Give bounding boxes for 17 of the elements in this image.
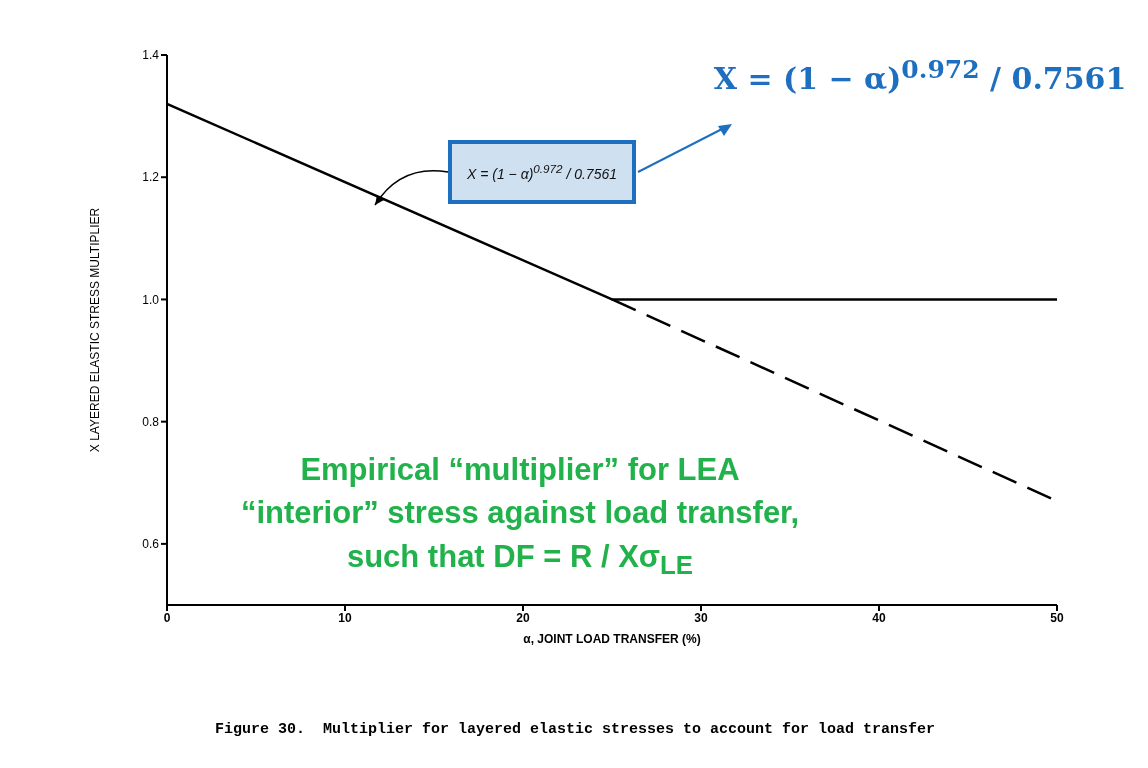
annotation: X = (1 − α)$^{0.972}$ / 0.7561 xyxy=(466,162,617,182)
x-tick-label: 0 xyxy=(163,610,171,625)
y-tick-label: 1.0 xyxy=(142,292,160,307)
x-axis-title: α, JOINT LOAD TRANSFER (%) xyxy=(523,632,701,646)
y-tick-label: 1.2 xyxy=(142,170,160,185)
x-tick-label: 10 xyxy=(338,610,352,625)
y-axis-title: X LAYERED ELASTIC STRESS MULTIPLIER xyxy=(88,207,103,453)
annotation: Empirical “multiplier” for LEA “interior” stress against load transfer, such that DF = R / Xσ$_{LE}$ xyxy=(240,451,800,581)
x-tick-label: 30 xyxy=(694,610,708,625)
annotation: X = (1 − α)$^{0.972}$ / 0.7561 xyxy=(713,55,1127,96)
x-tick-label: 20 xyxy=(516,610,530,625)
x-tick-label: 40 xyxy=(872,610,886,625)
caption: Figure 30. Multiplier for layered elastic stresses to account for load transfer xyxy=(213,720,937,740)
y-tick-label: 0.8 xyxy=(142,414,160,429)
x-tick-label: 50 xyxy=(1050,610,1064,625)
y-tick-label: 0.6 xyxy=(142,537,160,552)
y-tick-label: 1.4 xyxy=(142,48,160,63)
